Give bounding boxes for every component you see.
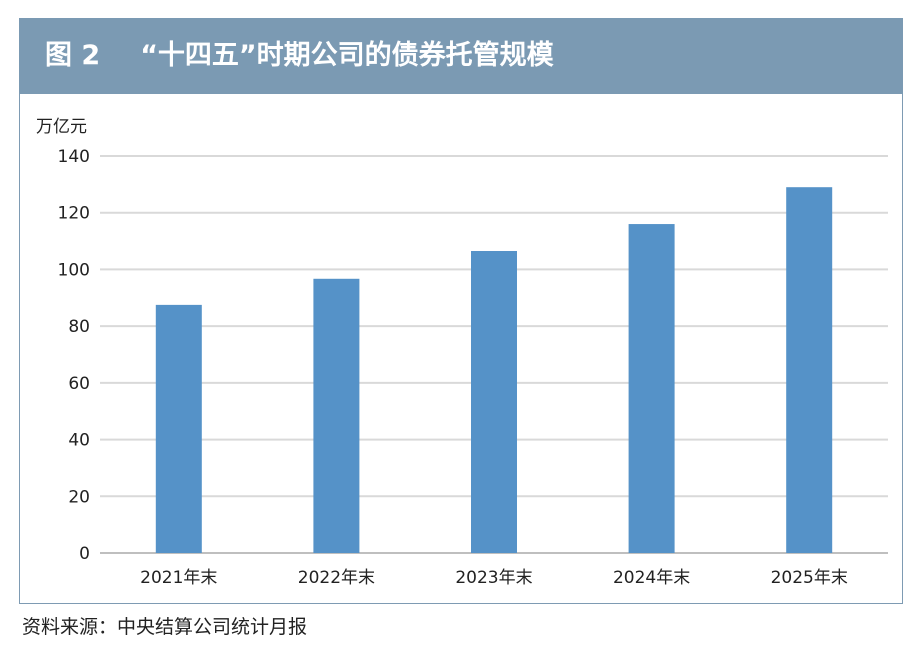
figure-label: 图 2 — [45, 40, 101, 71]
bar — [155, 304, 202, 553]
figure-title-text: “十四五”时期公司的债券托管规模 — [140, 40, 554, 71]
bars — [155, 187, 833, 554]
x-tick-label: 2023年末 — [455, 568, 532, 588]
y-tick-label: 100 — [58, 260, 90, 280]
bar — [471, 250, 517, 553]
figure-title: 图 2 “十四五”时期公司的债券托管规模 — [45, 36, 554, 76]
axis-labels: 0 20 40 60 80 100 120 140 2021年末 2022年末 2023年末 2024… — [58, 147, 848, 588]
y-tick-label: 60 — [68, 374, 90, 394]
x-tick-label: 2022年末 — [298, 568, 375, 588]
bar — [628, 224, 675, 554]
y-unit-label: 万亿元 — [36, 117, 87, 137]
y-tick-label: 80 — [68, 317, 90, 337]
bar — [313, 278, 360, 553]
y-tick-label: 20 — [68, 487, 90, 507]
bar — [786, 187, 833, 553]
x-tick-label: 2024年末 — [613, 568, 690, 588]
x-tick-label: 2021年末 — [140, 568, 217, 588]
y-tick-label: 120 — [58, 204, 90, 224]
figure-header: 图 2 “十四五”时期公司的债券托管规模 — [19, 18, 903, 94]
y-tick-label: 140 — [58, 147, 90, 167]
x-tick-label: 2025年末 — [771, 568, 848, 588]
y-tick-label: 0 — [79, 544, 90, 564]
source-note: 资料来源：中央结算公司统计月报 — [22, 616, 308, 638]
y-tick-label: 40 — [68, 431, 90, 451]
